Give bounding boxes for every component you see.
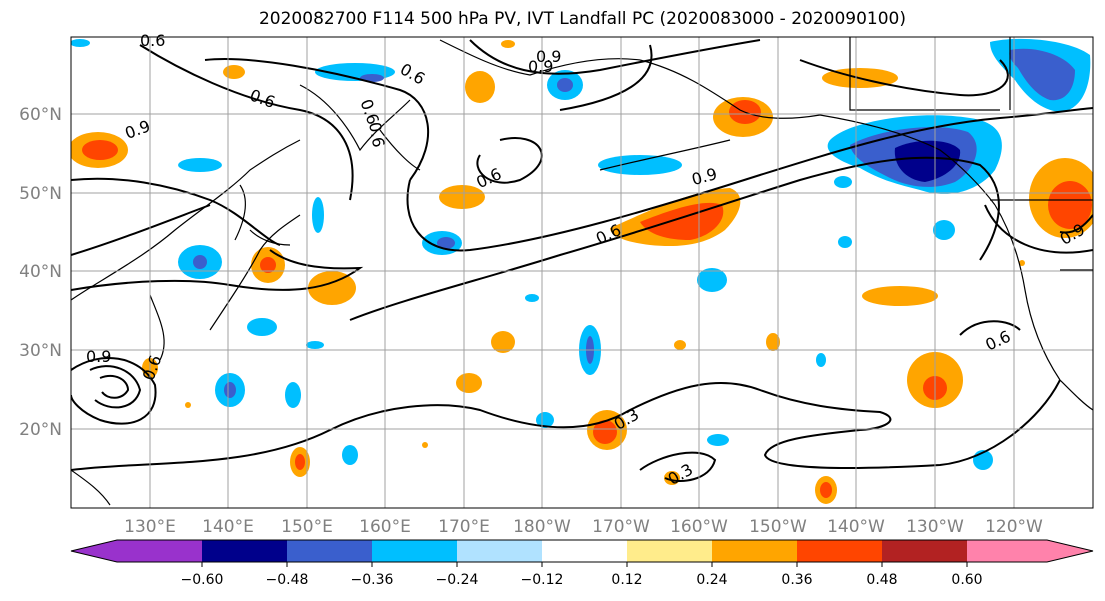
lon-label: 180°W [513, 517, 571, 537]
colorbar-tick-label: 0.24 [696, 572, 727, 588]
lon-label: 140°W [827, 517, 885, 537]
colorbar: −0.60 −0.48 −0.36 −0.24 −0.12 0.12 0.24 … [70, 539, 1094, 588]
colorbar-ticks [201, 562, 968, 567]
contour-label: 0.9 [536, 47, 561, 66]
lat-label: 30°N [19, 341, 62, 361]
contour-label: 0.6 [140, 31, 165, 50]
ivt-contours [71, 39, 1093, 482]
lon-label: 170°W [592, 517, 650, 537]
colorbar-tick-label: 0.48 [866, 572, 897, 588]
lon-axis: 130°E 140°E 150°E 160°E 170°E 180°W 170°… [124, 517, 1043, 537]
contour-label: 0.6 [365, 121, 388, 149]
colorbar-segment [967, 540, 1047, 562]
map-layers [71, 37, 1093, 506]
colorbar-segment [287, 540, 372, 562]
lon-label: 130°W [906, 517, 964, 537]
lat-label: 50°N [19, 184, 62, 204]
colorbar-tick-label: 0.60 [951, 572, 982, 588]
plot-area [71, 37, 1093, 508]
colorbar-tick-label: −0.36 [351, 572, 394, 588]
contour-label: 0.9 [528, 57, 553, 76]
lat-label: 60°N [19, 105, 62, 125]
colorbar-segment [117, 540, 202, 562]
lat-axis: 60°N 50°N 40°N 30°N 20°N [19, 105, 62, 440]
lon-label: 170°E [438, 517, 490, 537]
colorbar-tick-label: 0.36 [781, 572, 812, 588]
colorbar-tick-label: −0.48 [266, 572, 309, 588]
lon-label: 150°W [749, 517, 807, 537]
lat-label: 40°N [19, 262, 62, 282]
colorbar-segment [542, 540, 627, 562]
lon-label: 150°E [281, 517, 333, 537]
lon-label: 140°E [202, 517, 254, 537]
colorbar-tick-label: −0.60 [181, 572, 224, 588]
lon-label: 120°W [985, 517, 1043, 537]
lon-label: 160°E [359, 517, 411, 537]
plot-border [70, 36, 1094, 509]
colorbar-outline [70, 539, 1094, 563]
colorbar-segment [712, 540, 797, 562]
contour-label: 0.9 [86, 347, 111, 366]
map-title: 2020082700 F114 500 hPa PV, IVT Landfall… [258, 9, 906, 29]
colorbar-segment [202, 540, 287, 562]
colorbar-extend-max [1047, 540, 1093, 562]
lat-label: 20°N [19, 420, 62, 440]
gridlines [71, 37, 1093, 508]
lon-label: 160°W [670, 517, 728, 537]
colorbar-extend-min [71, 540, 117, 562]
lon-label: 130°E [124, 517, 176, 537]
colorbar-tick-label: −0.24 [436, 572, 479, 588]
pv-shading [71, 38, 1093, 504]
colorbar-segment [457, 540, 542, 562]
colorbar-segment [797, 540, 882, 562]
colorbar-tick-label: 0.12 [611, 572, 642, 588]
colorbar-segment [372, 540, 457, 562]
colorbar-tick-label: −0.12 [521, 572, 564, 588]
colorbar-segment [882, 540, 967, 562]
colorbar-segment [627, 540, 712, 562]
